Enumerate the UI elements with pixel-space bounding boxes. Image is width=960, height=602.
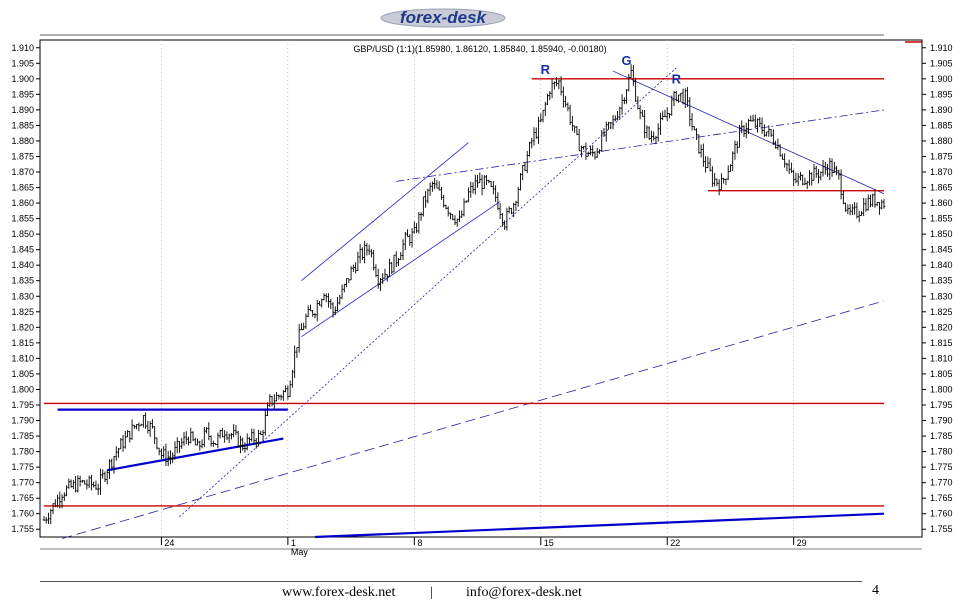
gbp-usd-chart: 1.910 1.910 1.905 1.905 1.900 1.900 1.895 1.895… xyxy=(11,34,953,557)
y-tick-label-right: 1.795 xyxy=(930,400,953,410)
y-tick-label-right: 1.845 xyxy=(930,245,953,255)
y-tick-label-right: 1.770 xyxy=(930,478,953,488)
chart-annotations: R G R xyxy=(541,53,682,87)
y-tick-label-left: 1.805 xyxy=(11,369,34,379)
y-tick-label-right: 1.850 xyxy=(930,229,953,239)
chart-annotation: R xyxy=(541,62,551,77)
y-tick-label-left: 1.865 xyxy=(11,183,34,193)
y-tick-label-left: 1.880 xyxy=(11,136,34,146)
y-tick-label-left: 1.780 xyxy=(11,447,34,457)
y-tick-label-left: 1.790 xyxy=(11,416,34,426)
y-tick-label-left: 1.755 xyxy=(11,524,34,534)
y-tick-label-right: 1.865 xyxy=(930,183,953,193)
y-tick-label-left: 1.855 xyxy=(11,214,34,224)
chart-frame xyxy=(39,34,923,538)
y-tick-label-left: 1.840 xyxy=(11,260,34,270)
chart-annotation: G xyxy=(622,53,632,68)
y-tick-label-right: 1.830 xyxy=(930,291,953,301)
y-tick-label-right: 1.755 xyxy=(930,524,953,534)
y-tick-label-left: 1.810 xyxy=(11,353,34,363)
trend-line xyxy=(61,300,885,539)
y-tick-label-left: 1.765 xyxy=(11,493,34,503)
y-tick-label-right: 1.855 xyxy=(930,214,953,224)
x-tick-label: 29 xyxy=(797,538,807,548)
y-tick-label-right: 1.765 xyxy=(930,493,953,503)
y-tick-label-right: 1.885 xyxy=(930,120,953,130)
y-tick-label-right: 1.815 xyxy=(930,338,953,348)
x-tick-label: 15 xyxy=(544,538,554,548)
chart-title: GBP/USD (1:1)(1.85980, 1.86120, 1.85840,… xyxy=(353,44,606,54)
y-tick-label-left: 1.860 xyxy=(11,198,34,208)
y-tick-label-right: 1.860 xyxy=(930,198,953,208)
chart-axes: 1.910 1.910 1.905 1.905 1.900 1.900 1.895 1.895… xyxy=(11,43,952,557)
y-tick-label-left: 1.905 xyxy=(11,58,34,68)
chart-annotation: R xyxy=(672,71,682,86)
y-tick-label-left: 1.900 xyxy=(11,74,34,84)
trend-line xyxy=(301,201,501,337)
y-tick-label-right: 1.900 xyxy=(930,74,953,84)
y-tick-label-left: 1.890 xyxy=(11,105,34,115)
y-tick-label-right: 1.800 xyxy=(930,384,953,394)
footer-separator: | xyxy=(430,585,433,600)
y-tick-label-right: 1.890 xyxy=(930,105,953,115)
logo-text: forex-desk xyxy=(400,8,488,27)
y-tick-label-right: 1.785 xyxy=(930,431,953,441)
y-tick-label-right: 1.870 xyxy=(930,167,953,177)
x-tick-label: 1 xyxy=(291,538,296,548)
y-tick-label-right: 1.780 xyxy=(930,447,953,457)
y-tick-label-right: 1.790 xyxy=(930,416,953,426)
y-tick-label-left: 1.850 xyxy=(11,229,34,239)
trend-line xyxy=(301,142,469,282)
y-tick-label-left: 1.895 xyxy=(11,89,34,99)
y-tick-label-right: 1.810 xyxy=(930,353,953,363)
x-tick-label: 22 xyxy=(670,538,680,548)
y-tick-label-left: 1.830 xyxy=(11,291,34,301)
y-tick-label-left: 1.795 xyxy=(11,400,34,410)
price-bars xyxy=(42,64,886,525)
y-tick-label-right: 1.875 xyxy=(930,151,953,161)
y-tick-label-left: 1.825 xyxy=(11,307,34,317)
y-tick-label-left: 1.815 xyxy=(11,338,34,348)
y-tick-label-left: 1.870 xyxy=(11,167,34,177)
footer-divider xyxy=(40,581,862,582)
y-tick-label-left: 1.770 xyxy=(11,478,34,488)
trend-line xyxy=(314,512,885,539)
chart-grid xyxy=(161,40,794,537)
y-tick-label-right: 1.895 xyxy=(930,89,953,99)
y-tick-label-right: 1.910 xyxy=(930,43,953,53)
y-tick-label-left: 1.775 xyxy=(11,462,34,472)
y-tick-label-right: 1.775 xyxy=(930,462,953,472)
y-tick-label-left: 1.910 xyxy=(11,43,34,53)
y-tick-label-right: 1.760 xyxy=(930,509,953,519)
trend-line xyxy=(179,67,677,518)
trend-line xyxy=(396,109,885,182)
page-number: 4 xyxy=(872,583,879,598)
y-tick-label-left: 1.785 xyxy=(11,431,34,441)
plot-border xyxy=(39,39,923,538)
x-tick-label: 24 xyxy=(164,538,174,548)
y-tick-label-right: 1.880 xyxy=(930,136,953,146)
y-tick-label-right: 1.905 xyxy=(930,58,953,68)
y-tick-label-left: 1.820 xyxy=(11,322,34,332)
trend-lines xyxy=(44,67,885,539)
forex-desk-logo: forex-desk xyxy=(380,8,506,28)
y-tick-label-left: 1.885 xyxy=(11,120,34,130)
y-tick-label-left: 1.875 xyxy=(11,151,34,161)
footer-website[interactable]: www.forex-desk.net xyxy=(282,585,396,600)
y-tick-label-left: 1.835 xyxy=(11,276,34,286)
y-tick-label-right: 1.825 xyxy=(930,307,953,317)
footer-email[interactable]: info@forex-desk.net xyxy=(466,585,582,600)
y-tick-label-right: 1.820 xyxy=(930,322,953,332)
y-tick-label-left: 1.760 xyxy=(11,509,34,519)
x-tick-label: 8 xyxy=(417,538,422,548)
x-month-label: May xyxy=(291,547,309,557)
y-tick-label-right: 1.805 xyxy=(930,369,953,379)
y-tick-label-left: 1.800 xyxy=(11,384,34,394)
y-tick-label-right: 1.835 xyxy=(930,276,953,286)
y-tick-label-left: 1.845 xyxy=(11,245,34,255)
y-tick-label-right: 1.840 xyxy=(930,260,953,270)
